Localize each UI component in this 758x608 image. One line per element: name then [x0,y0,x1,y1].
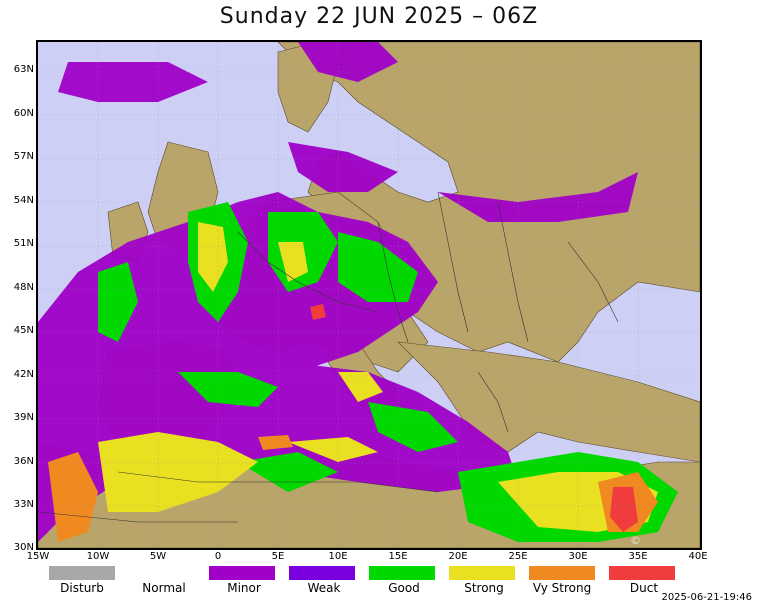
legend-label-good: Good [388,581,420,595]
graticule [38,42,700,548]
legend-label-vystrong: Vy Strong [532,581,592,595]
lat-label: 42N [13,369,34,380]
legend-swatch-strong [449,566,515,580]
lat-label: 57N [13,151,34,162]
lat-label: 60N [13,108,34,119]
lat-label: 51N [13,238,34,249]
legend-label-normal: Normal [142,581,186,595]
lon-label: 15W [26,551,50,562]
map-title: Sunday 22 JUN 2025 – 06Z [219,4,539,29]
watermark-text: © Meteo.com [630,534,691,548]
legend-swatch-weak [289,566,355,580]
legend-label-duct: Duct [629,581,659,595]
propagation-map: © Meteo.com [36,40,702,550]
lon-label: 5W [149,551,167,562]
lat-label: 36N [13,456,34,467]
lat-label: 33N [13,499,34,510]
lat-label: 48N [13,282,34,293]
legend-swatch-vystrong [529,566,595,580]
legend-label-minor: Minor [227,581,261,595]
legend-swatch-minor [209,566,275,580]
legend-label-weak: Weak [307,581,341,595]
generated-timestamp: 2025-06-21-19:46 [661,592,752,603]
lon-label: 20E [448,551,468,562]
lon-label: 25E [508,551,528,562]
legend-swatch-duct [609,566,675,580]
legend-swatch-disturb [49,566,115,580]
lon-label: 15E [388,551,408,562]
lat-label: 39N [13,412,34,423]
lon-label: 35E [628,551,648,562]
duct-layer [310,304,638,532]
lon-label: 5E [271,551,285,562]
legend-swatch-normal [129,566,195,580]
lat-label: 30N [13,542,34,553]
legend-label-strong: Strong [464,581,504,595]
lon-label: 40E [688,551,708,562]
lat-label: 45N [13,325,34,336]
lat-label: 63N [13,64,34,75]
legend-label-disturb: Disturb [60,581,104,595]
lat-label: 54N [13,195,34,206]
legend-swatch-good [369,566,435,580]
lon-label: 0 [214,551,222,562]
lon-label: 30E [568,551,588,562]
lon-label: 10W [86,551,110,562]
lon-label: 10E [328,551,348,562]
map-canvas [38,42,700,548]
